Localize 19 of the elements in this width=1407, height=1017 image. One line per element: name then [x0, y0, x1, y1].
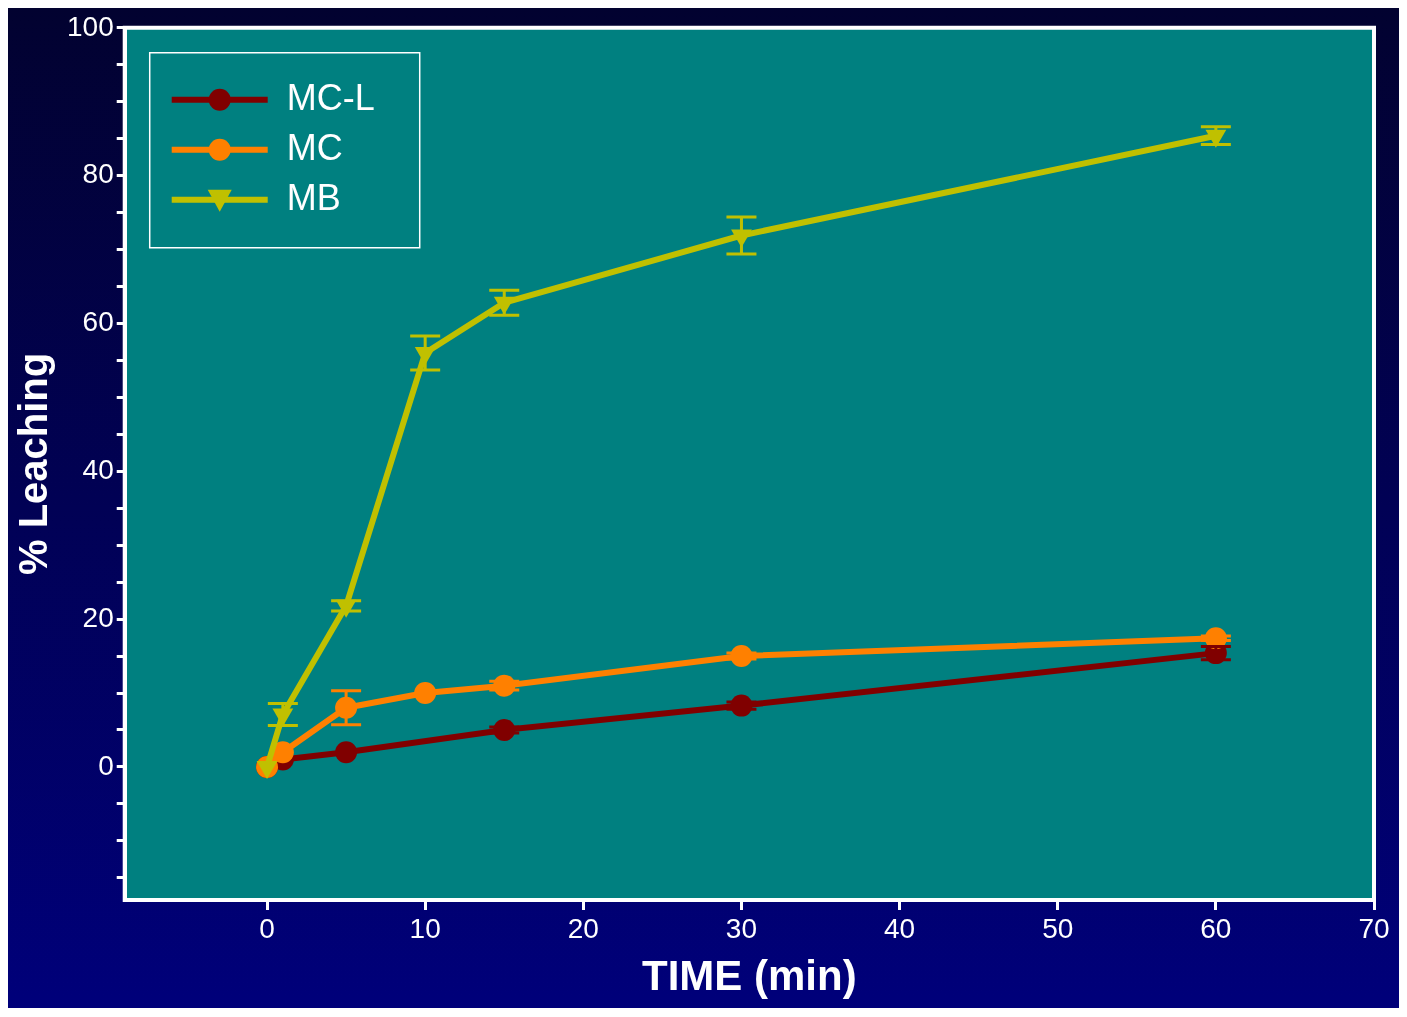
x-tick-label: 40 [884, 912, 916, 944]
x-axis-title: TIME (min) [642, 952, 857, 1000]
y-tick-label: 60 [82, 306, 114, 338]
x-tick-label: 30 [725, 912, 758, 944]
legend-label: MB [286, 176, 341, 218]
y-tick-label: 0 [98, 749, 114, 781]
legend-label: MC-L [286, 76, 375, 118]
x-tick-label: 70 [1358, 912, 1390, 944]
x-tick-label: 0 [259, 912, 275, 944]
y-axis-title: % Leaching [11, 352, 56, 576]
y-tick-label: 80 [82, 158, 114, 190]
x-tick-label: 60 [1200, 912, 1232, 944]
y-tick-label: 40 [82, 454, 114, 486]
x-tick-label: 10 [409, 912, 441, 944]
legend-label: MC [286, 126, 343, 168]
y-tick-label: 20 [82, 601, 114, 633]
x-tick-label: 20 [567, 912, 599, 944]
x-tick-label: 50 [1042, 912, 1074, 944]
y-tick-label: 100 [67, 10, 114, 42]
